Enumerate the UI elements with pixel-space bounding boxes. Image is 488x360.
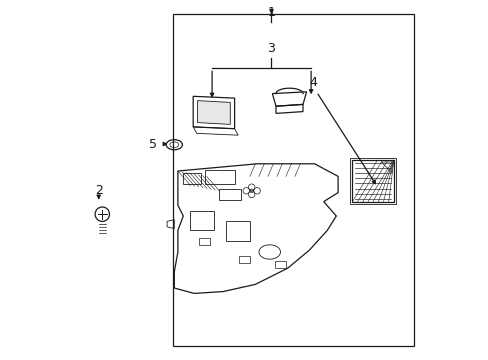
Text: 4: 4 xyxy=(308,76,316,89)
Bar xyxy=(199,238,210,245)
Bar xyxy=(190,211,213,230)
Polygon shape xyxy=(197,100,230,124)
Bar xyxy=(352,160,393,202)
Text: 2: 2 xyxy=(95,184,102,197)
Text: 5: 5 xyxy=(148,138,156,150)
Bar xyxy=(204,170,235,184)
Bar xyxy=(226,221,249,241)
Bar xyxy=(349,158,395,204)
Bar xyxy=(219,189,241,200)
Bar xyxy=(239,256,249,263)
Text: 1: 1 xyxy=(267,6,275,19)
Text: 3: 3 xyxy=(267,42,275,55)
Bar xyxy=(183,173,201,184)
Bar xyxy=(172,14,413,346)
Bar xyxy=(275,261,285,268)
